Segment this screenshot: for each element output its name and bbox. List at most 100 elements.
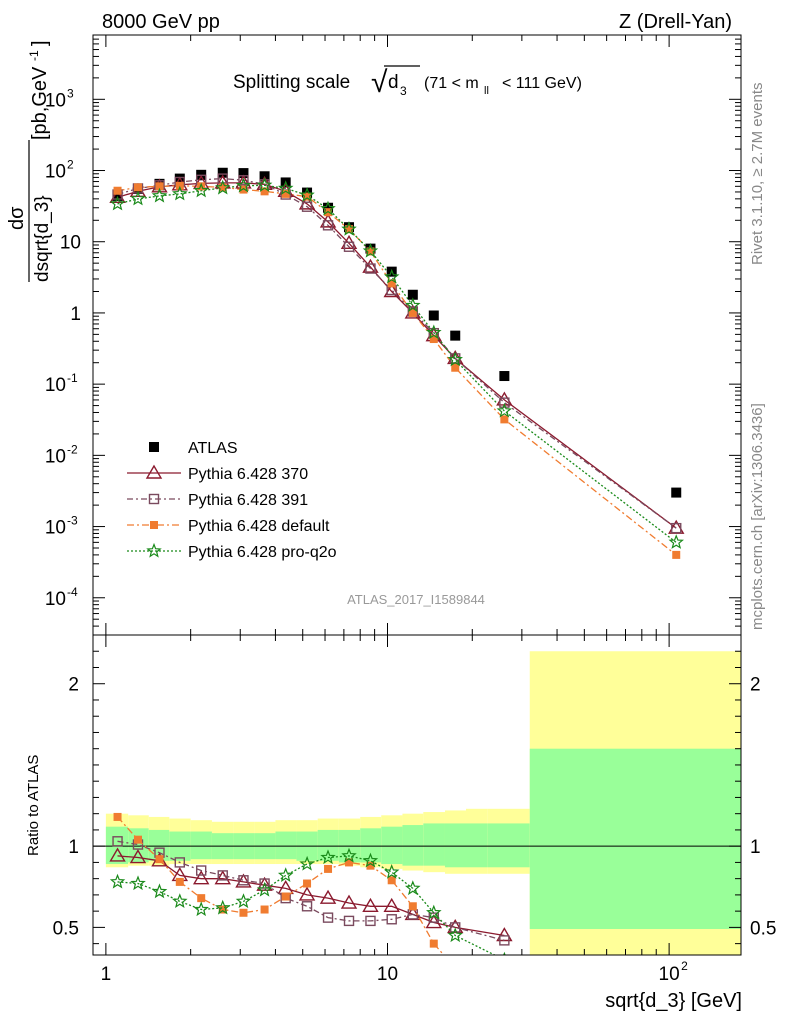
- ratio-point-pdefault: [239, 908, 248, 917]
- main-point-pdefault: [281, 189, 290, 198]
- main-point-data: [428, 310, 439, 321]
- ratio-band-inner: [128, 828, 149, 863]
- legend-label-data: ATLAS: [188, 440, 238, 457]
- plot-title-variable: d: [388, 72, 399, 93]
- main-point-pq2o: [172, 185, 188, 201]
- ratio-point-p370: [383, 897, 400, 912]
- ratio-band-inner: [487, 823, 530, 868]
- main-point-pq2o: [668, 534, 684, 549]
- y-tick-label: 10: [45, 518, 66, 539]
- ratio-point-p370: [298, 886, 316, 901]
- y-axis-unit: [pb,GeV: [29, 66, 51, 140]
- plot-title-sqrt: √: [371, 66, 388, 99]
- main-point-pq2o: [447, 351, 463, 367]
- main-point-pdefault: [260, 187, 269, 196]
- main-point-pdefault: [366, 247, 375, 256]
- ratio-point-pq2o: [405, 880, 421, 896]
- main-point-pdefault: [155, 182, 164, 191]
- ratio-point-pq2o: [172, 893, 188, 909]
- ratio-point-pdefault: [387, 876, 396, 885]
- main-point-pdefault: [133, 183, 142, 192]
- main-point-pq2o: [193, 182, 209, 198]
- main-point-pdefault: [113, 186, 122, 195]
- ratio-uncertainty-bands: [105, 651, 741, 955]
- legend-marker-pq2o: [146, 542, 162, 558]
- main-point-pdefault: [175, 181, 184, 190]
- main-point-pq2o: [496, 402, 513, 418]
- ratio-point-p391: [195, 865, 207, 876]
- plot-title-cut-sub: ll: [484, 85, 489, 97]
- main-point-p370: [383, 283, 400, 298]
- ratio-band-inner: [402, 825, 424, 866]
- main-point-p391: [322, 220, 334, 231]
- ratio-point-pdefault: [408, 902, 417, 911]
- y-tick-label: 10: [45, 375, 66, 396]
- ratio-point-p391: [174, 857, 185, 868]
- x-tick-label-exponent: 2: [681, 959, 688, 973]
- ratio-band-inner: [444, 823, 466, 868]
- legend-label-p391: Pythia 6.428 391: [188, 492, 308, 509]
- ratio-point-pq2o: [447, 927, 463, 943]
- y-tick-label-exponent: -3: [67, 514, 78, 528]
- ratio-band-inner: [529, 748, 741, 930]
- main-point-p391: [365, 263, 376, 274]
- ratio-y-tick-label-left: 1: [68, 837, 79, 858]
- main-point-p391: [238, 175, 249, 186]
- main-point-pdefault: [672, 550, 681, 559]
- ratio-point-pdefault: [175, 877, 184, 886]
- ratio-y-axis-label: Ratio to ATLAS: [25, 755, 42, 856]
- ratio-band-inner: [317, 829, 339, 861]
- y-tick-label: 10: [45, 90, 66, 111]
- ratio-point-p370: [109, 847, 126, 862]
- main-point-data: [407, 289, 418, 300]
- ratio-line-p391: [117, 840, 505, 942]
- main-point-pdefault: [500, 415, 509, 424]
- main-point-pq2o: [277, 180, 294, 196]
- y-tick-label-exponent: 3: [67, 86, 74, 100]
- plot-title-variable-sub: 3: [400, 84, 407, 98]
- ratio-band-inner: [381, 826, 403, 865]
- main-point-pdefault: [408, 308, 417, 317]
- ratio-point-p391: [112, 836, 123, 847]
- ratio-point-p391: [238, 875, 249, 886]
- main-point-pq2o: [362, 242, 379, 258]
- ratio-point-pq2o: [235, 893, 252, 909]
- ratio-point-p391: [343, 915, 355, 927]
- ratio-point-p370: [214, 870, 231, 885]
- x-tick-label: 10: [377, 964, 398, 985]
- ratio-point-p391: [450, 922, 461, 933]
- ratio-point-pdefault: [345, 858, 354, 867]
- ratio-point-pq2o: [426, 904, 442, 920]
- rivet-version-label: Rivet 3.1.10, ≥ 2.7M events: [749, 83, 766, 266]
- ratio-point-p370: [319, 889, 337, 904]
- legend-marker-p391: [148, 493, 160, 505]
- main-point-pq2o: [109, 195, 126, 211]
- ratio-y-tick-label-right: 2: [750, 675, 761, 696]
- header-energy-label: 8000 GeV pp: [102, 11, 220, 33]
- main-point-pq2o: [256, 177, 273, 192]
- ratio-point-p391: [386, 914, 397, 925]
- ratio-point-pdefault: [324, 864, 333, 873]
- ratio-point-pdefault: [155, 855, 164, 864]
- main-point-p391: [499, 397, 510, 408]
- ratio-point-pq2o: [320, 849, 336, 865]
- ratio-point-pdefault: [218, 905, 227, 914]
- main-point-pdefault: [197, 182, 206, 191]
- ratio-point-p370: [340, 894, 358, 909]
- ratio-point-p391: [259, 878, 270, 889]
- ratio-point-pdefault: [113, 812, 122, 821]
- analysis-watermark: ATLAS_2017_I1589844: [347, 592, 485, 607]
- main-point-data: [217, 167, 228, 178]
- ratio-point-pq2o: [151, 883, 168, 899]
- y-tick-label: 10: [45, 589, 66, 610]
- ratio-point-p391: [365, 915, 376, 927]
- legend: ATLAS Pythia 6.428 370 Pythia 6.428 391 Pyt…: [127, 440, 337, 561]
- ratio-point-pq2o: [299, 855, 315, 871]
- main-point-data: [323, 202, 334, 213]
- main-point-pq2o: [151, 187, 168, 203]
- ratio-point-pdefault: [500, 982, 508, 990]
- main-point-p391: [343, 241, 355, 252]
- ratio-band-inner: [190, 831, 212, 860]
- main-point-pdefault: [429, 335, 438, 344]
